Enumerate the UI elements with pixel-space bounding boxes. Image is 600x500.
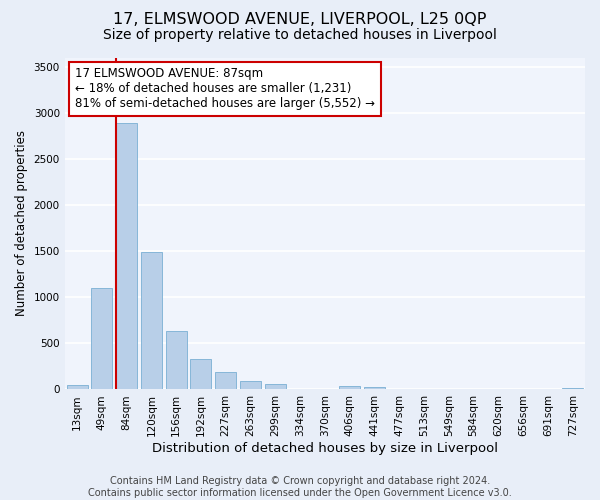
- Bar: [265, 384, 286, 390]
- Text: 17, ELMSWOOD AVENUE, LIVERPOOL, L25 0QP: 17, ELMSWOOD AVENUE, LIVERPOOL, L25 0QP: [113, 12, 487, 28]
- Bar: [166, 332, 187, 390]
- Bar: [364, 387, 385, 390]
- Bar: [190, 359, 211, 390]
- Bar: [339, 386, 360, 390]
- Bar: [562, 388, 583, 390]
- Bar: [141, 252, 162, 390]
- Text: 17 ELMSWOOD AVENUE: 87sqm
← 18% of detached houses are smaller (1,231)
81% of se: 17 ELMSWOOD AVENUE: 87sqm ← 18% of detac…: [75, 68, 375, 110]
- Y-axis label: Number of detached properties: Number of detached properties: [15, 130, 28, 316]
- Text: Size of property relative to detached houses in Liverpool: Size of property relative to detached ho…: [103, 28, 497, 42]
- Bar: [67, 385, 88, 390]
- Bar: [91, 288, 112, 390]
- X-axis label: Distribution of detached houses by size in Liverpool: Distribution of detached houses by size …: [152, 442, 498, 455]
- Text: Contains HM Land Registry data © Crown copyright and database right 2024.
Contai: Contains HM Land Registry data © Crown c…: [88, 476, 512, 498]
- Bar: [116, 123, 137, 390]
- Bar: [215, 372, 236, 390]
- Bar: [240, 380, 261, 390]
